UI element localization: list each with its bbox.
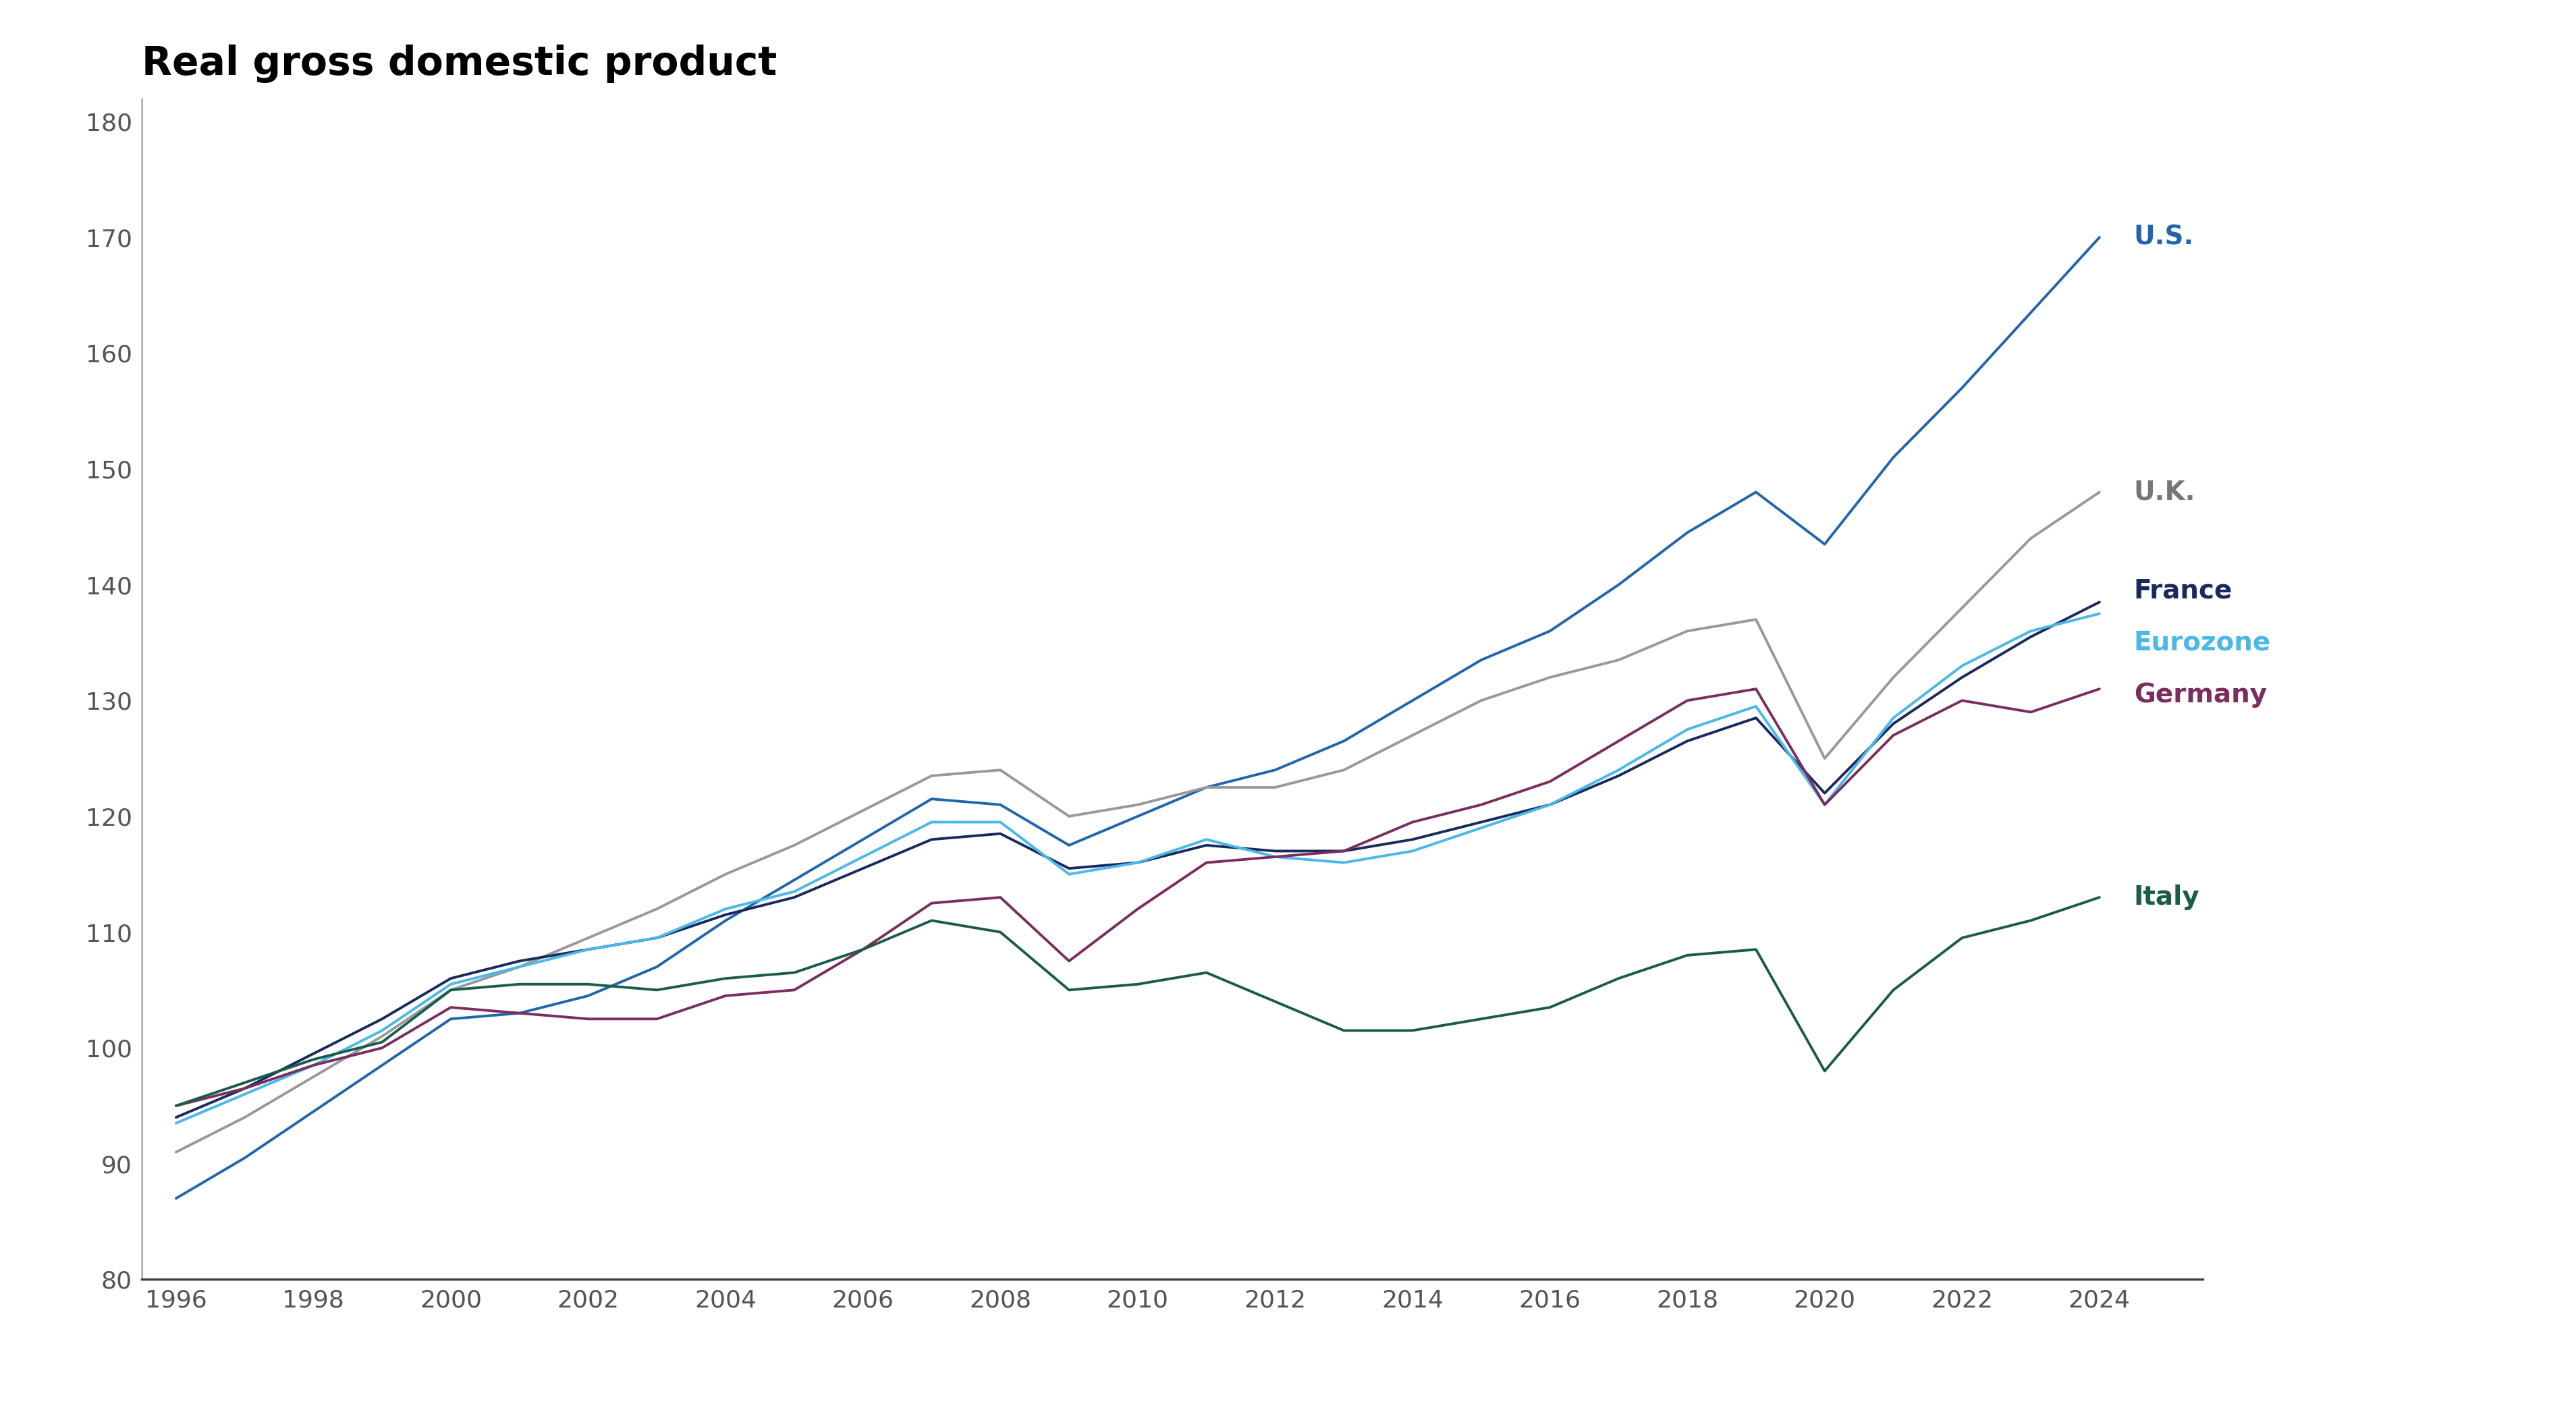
- Text: Eurozone: Eurozone: [2133, 630, 2272, 655]
- Text: Italy: Italy: [2133, 884, 2200, 910]
- Text: U.K.: U.K.: [2133, 479, 2195, 505]
- Text: Real gross domestic product: Real gross domestic product: [142, 45, 778, 83]
- Text: U.S.: U.S.: [2133, 225, 2195, 250]
- Text: Germany: Germany: [2133, 682, 2267, 707]
- Text: France: France: [2133, 578, 2233, 603]
